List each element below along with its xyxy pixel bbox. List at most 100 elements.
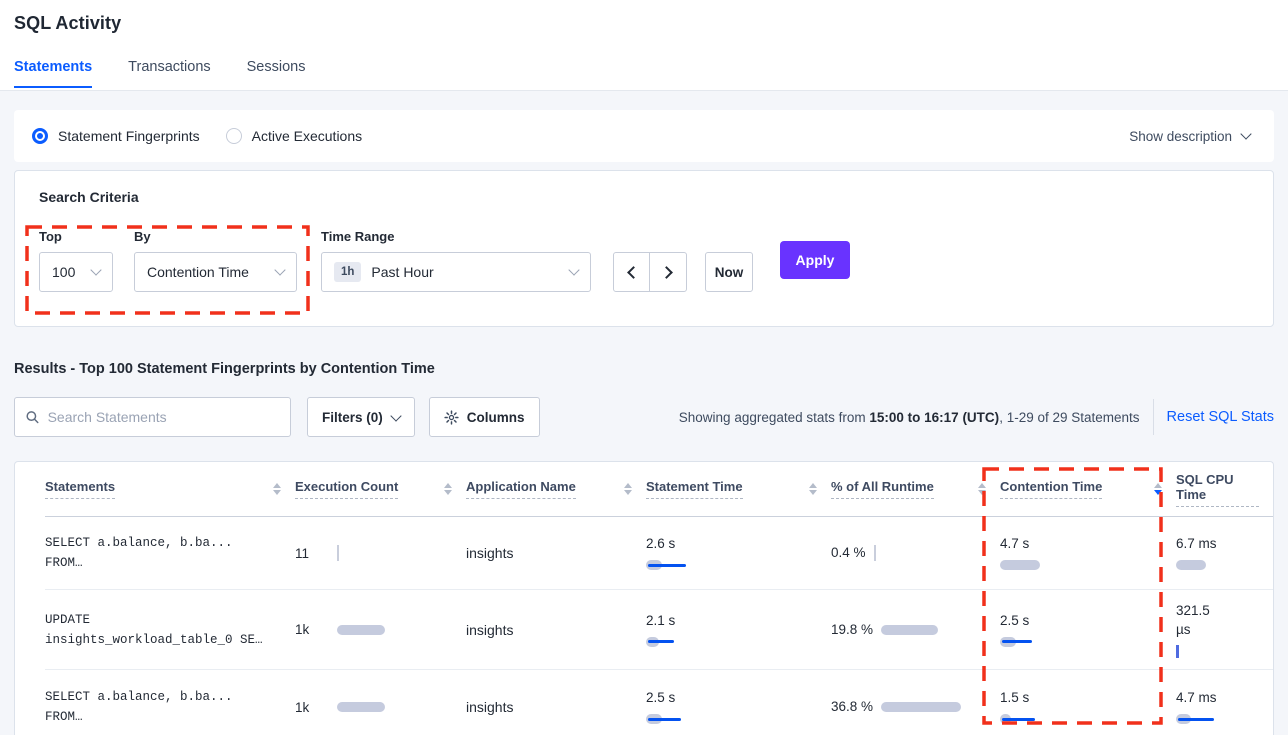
execution-count-bar bbox=[337, 700, 429, 714]
statement-fingerprint-link[interactable]: UPDATE insights_workload_table_0 SE… bbox=[45, 612, 263, 647]
column-header-contention-time[interactable]: Contention Time bbox=[1000, 479, 1176, 499]
radio-active-executions[interactable]: Active Executions bbox=[225, 128, 363, 144]
sort-icon[interactable] bbox=[809, 482, 817, 496]
columns-label: Columns bbox=[466, 409, 525, 425]
column-header-runtime-pct[interactable]: % of All Runtime bbox=[831, 479, 1000, 499]
apply-button[interactable]: Apply bbox=[780, 241, 850, 279]
tab-transactions[interactable]: Transactions bbox=[128, 59, 211, 75]
sql-cpu-time-cell: 321.5 µs bbox=[1176, 601, 1273, 658]
search-statements-input[interactable] bbox=[47, 409, 280, 425]
now-button[interactable]: Now bbox=[705, 252, 753, 292]
chevron-down-icon bbox=[390, 409, 402, 422]
sql-cpu-time-bar bbox=[1176, 558, 1268, 572]
tab-sessions[interactable]: Sessions bbox=[246, 59, 306, 75]
sql-cpu-time-cell: 6.7 ms bbox=[1176, 534, 1273, 572]
top-label: Top bbox=[39, 229, 62, 244]
statement-time-bar bbox=[646, 558, 738, 572]
execution-count-cell: 1k bbox=[295, 622, 466, 637]
aggregated-stats-note: Showing aggregated stats from 15:00 to 1… bbox=[678, 409, 1140, 425]
radio-unselected-icon[interactable] bbox=[225, 128, 242, 144]
chevron-right-icon bbox=[660, 265, 673, 279]
filters-button[interactable]: Filters (0) bbox=[307, 397, 415, 437]
chevron-left-icon bbox=[626, 265, 640, 279]
statement-time-bar bbox=[646, 712, 738, 726]
execution-count-bar bbox=[337, 623, 429, 637]
time-prev-button[interactable] bbox=[614, 253, 650, 291]
time-range-select[interactable]: 1h Past Hour bbox=[321, 252, 591, 292]
statement-fingerprint-link[interactable]: SELECT a.balance, b.ba... FROM… bbox=[45, 690, 233, 724]
runtime-pct-cell: 0.4 % bbox=[831, 543, 1000, 563]
search-criteria-title: Search Criteria bbox=[39, 189, 139, 205]
application-name-cell: insights bbox=[466, 621, 514, 638]
time-range-field: Time Range 1h Past Hour bbox=[321, 229, 591, 292]
execution-count-cell: 1k bbox=[295, 700, 466, 715]
statement-time-cell: 2.1 s bbox=[646, 611, 831, 649]
radio-statement-fingerprints[interactable]: Statement Fingerprints bbox=[32, 128, 200, 144]
sort-icon[interactable] bbox=[444, 482, 452, 496]
search-statements-box[interactable] bbox=[14, 397, 291, 437]
radio-selected-icon[interactable] bbox=[32, 128, 48, 144]
sort-icon[interactable] bbox=[624, 482, 632, 496]
sql-cpu-time-bar bbox=[1176, 712, 1268, 726]
execution-count-cell: 11 bbox=[295, 545, 466, 561]
columns-button[interactable]: Columns bbox=[428, 397, 540, 437]
sort-icon[interactable] bbox=[273, 482, 281, 496]
chevron-down-icon bbox=[568, 264, 580, 276]
column-header-statement-time[interactable]: Statement Time bbox=[646, 479, 831, 499]
time-nav-group bbox=[613, 252, 687, 292]
divider bbox=[1152, 399, 1154, 435]
runtime-pct-cell: 19.8 % bbox=[831, 620, 1000, 640]
search-criteria-card: Search Criteria Top 100 By Contention Ti… bbox=[14, 170, 1274, 327]
column-header-statements[interactable]: Statements bbox=[45, 479, 295, 499]
sql-cpu-time-cell: 4.7 ms bbox=[1176, 688, 1273, 726]
show-description-toggle[interactable]: Show description bbox=[1129, 128, 1252, 144]
time-range-badge: 1h bbox=[334, 262, 362, 282]
tab-statements[interactable]: Statements bbox=[14, 59, 93, 88]
by-select[interactable]: Contention Time bbox=[134, 252, 297, 292]
top-select-value: 100 bbox=[52, 264, 76, 280]
chevron-down-icon bbox=[1240, 128, 1252, 140]
by-label: By bbox=[134, 229, 151, 244]
statements-table: Statements Execution Count Application N… bbox=[14, 461, 1274, 735]
filters-label: Filters (0) bbox=[322, 409, 383, 425]
chevron-down-icon bbox=[90, 264, 102, 276]
top-select[interactable]: 100 bbox=[39, 252, 113, 292]
statement-time-cell: 2.6 s bbox=[646, 534, 831, 572]
view-toggle-band: Statement Fingerprints Active Executions… bbox=[14, 110, 1274, 162]
contention-time-cell: 2.5 s bbox=[1000, 611, 1176, 649]
column-header-application-name[interactable]: Application Name bbox=[466, 479, 646, 499]
execution-count-bar bbox=[337, 545, 429, 561]
column-header-execution-count[interactable]: Execution Count bbox=[295, 479, 466, 499]
table-row[interactable]: SELECT a.balance, b.ba... FROM… 1k insig… bbox=[45, 670, 1273, 735]
chevron-down-icon bbox=[274, 264, 286, 276]
top-bar: SQL Activity Statements Transactions Ses… bbox=[0, 0, 1288, 91]
top-field: Top 100 bbox=[39, 229, 113, 292]
by-field: By Contention Time bbox=[134, 229, 297, 292]
application-name-cell: insights bbox=[466, 545, 514, 561]
radio-label: Statement Fingerprints bbox=[58, 128, 200, 144]
time-next-button[interactable] bbox=[650, 253, 686, 291]
contention-time-cell: 4.7 s bbox=[1000, 534, 1176, 572]
contention-time-cell: 1.5 s bbox=[1000, 688, 1176, 726]
results-title: Results - Top 100 Statement Fingerprints… bbox=[14, 361, 435, 377]
sql-cpu-time-bar bbox=[1176, 644, 1268, 658]
search-icon bbox=[26, 411, 39, 424]
page-title: SQL Activity bbox=[14, 13, 122, 33]
by-select-value: Contention Time bbox=[147, 264, 249, 280]
runtime-pct-cell: 36.8 % bbox=[831, 697, 1000, 717]
runtime-pct-bar bbox=[873, 545, 966, 561]
runtime-pct-bar bbox=[881, 623, 973, 637]
reset-sql-stats-link[interactable]: Reset SQL Stats bbox=[1166, 409, 1274, 425]
table-row[interactable]: SELECT a.balance, b.ba... FROM… 11 insig… bbox=[45, 517, 1273, 590]
column-header-sql-cpu-time[interactable]: SQL CPU Time bbox=[1176, 472, 1273, 507]
statement-time-cell: 2.5 s bbox=[646, 688, 831, 726]
table-row[interactable]: UPDATE insights_workload_table_0 SE… 1k … bbox=[45, 590, 1273, 670]
sort-icon-active[interactable] bbox=[1154, 482, 1162, 496]
radio-label: Active Executions bbox=[251, 128, 363, 144]
contention-time-bar bbox=[1000, 635, 1092, 649]
table-controls: Filters (0) Columns Showing aggregated s… bbox=[14, 397, 1274, 437]
gear-icon bbox=[444, 409, 459, 425]
statement-fingerprint-link[interactable]: SELECT a.balance, b.ba... FROM… bbox=[45, 536, 233, 570]
sort-icon[interactable] bbox=[978, 482, 986, 496]
tab-bar: Statements Transactions Sessions bbox=[14, 59, 1274, 88]
